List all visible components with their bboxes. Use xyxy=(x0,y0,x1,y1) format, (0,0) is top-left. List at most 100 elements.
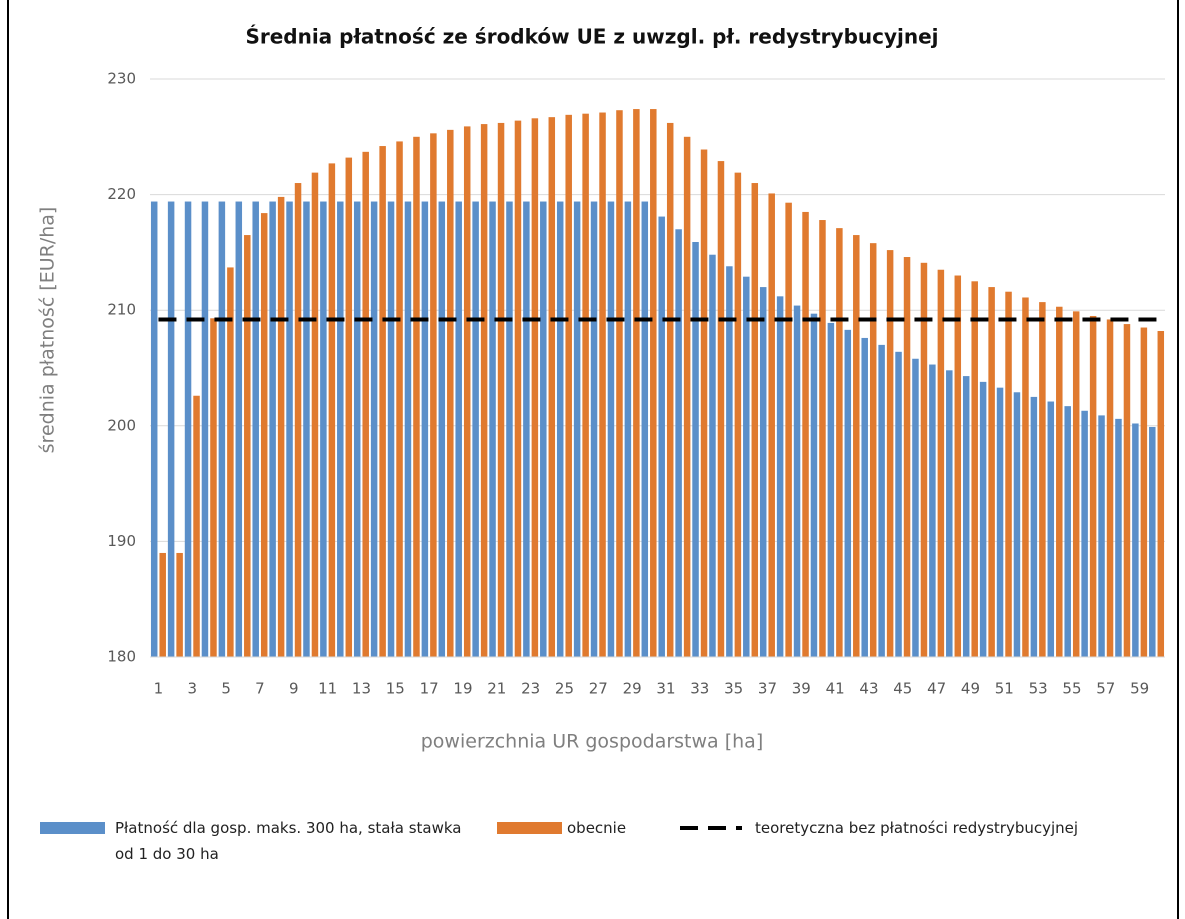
bar xyxy=(886,250,894,657)
bar xyxy=(167,201,175,657)
bar xyxy=(743,276,750,657)
bar xyxy=(472,201,479,657)
bar xyxy=(802,211,809,657)
x-tick-label: 19 xyxy=(453,680,472,698)
bar xyxy=(895,351,902,657)
bar xyxy=(582,113,589,658)
x-tick-label: 13 xyxy=(352,680,371,698)
y-tick-label: 210 xyxy=(107,301,136,319)
bar xyxy=(447,129,454,657)
bar xyxy=(430,133,437,657)
bar xyxy=(853,235,860,657)
y-tick-label: 200 xyxy=(107,416,136,434)
bar xyxy=(692,241,699,657)
bar xyxy=(726,266,733,657)
x-axis-title: powierzchnia UR gospodarstwa [ha] xyxy=(421,731,763,753)
bar xyxy=(387,201,395,657)
bar xyxy=(311,172,319,658)
bar xyxy=(1106,319,1114,657)
bar xyxy=(996,387,1004,657)
bar xyxy=(1056,306,1063,657)
bar xyxy=(269,201,276,657)
x-tick-label: 9 xyxy=(289,680,299,698)
x-tick-label: 55 xyxy=(1062,680,1081,698)
y-axis-title: średnia płatność [EUR/ha] xyxy=(37,207,59,454)
legend-swatch xyxy=(497,822,562,834)
bar xyxy=(717,161,725,658)
bar xyxy=(912,358,919,657)
bar xyxy=(599,112,606,658)
x-tick-label: 57 xyxy=(1096,680,1115,698)
bar xyxy=(929,364,936,657)
x-tick-label: 23 xyxy=(521,680,540,698)
x-tick-label: 39 xyxy=(792,680,811,698)
bar xyxy=(396,141,403,657)
bar xyxy=(218,201,226,657)
y-tick-label: 190 xyxy=(107,532,136,550)
x-tick-label: 1 xyxy=(154,680,164,698)
bar xyxy=(1047,401,1055,657)
bar xyxy=(150,201,158,657)
bar xyxy=(700,149,708,658)
bar xyxy=(455,201,462,657)
x-tick-label: 25 xyxy=(555,680,574,698)
bar xyxy=(548,117,556,657)
bar xyxy=(1081,410,1088,657)
bar xyxy=(979,381,987,657)
legend-swatch xyxy=(40,822,105,834)
x-tick-label: 59 xyxy=(1130,680,1149,698)
bar xyxy=(438,201,446,657)
bar xyxy=(497,122,505,658)
bar xyxy=(861,337,868,657)
bar xyxy=(227,267,234,657)
bar xyxy=(235,201,243,657)
bar xyxy=(463,126,471,657)
legend-label: teoretyczna bez płatności redystrybucyjn… xyxy=(755,819,1079,837)
bar xyxy=(1098,415,1105,657)
bar xyxy=(988,287,995,657)
bar xyxy=(556,201,564,657)
bar xyxy=(819,220,826,658)
bar xyxy=(345,157,353,657)
x-tick-label: 45 xyxy=(893,680,912,698)
bar xyxy=(641,201,649,657)
x-tick-label: 21 xyxy=(487,680,506,698)
bar xyxy=(565,114,572,657)
legend-label: Płatność dla gosp. maks. 300 ha, stała s… xyxy=(115,819,462,863)
bar xyxy=(920,262,928,657)
y-tick-label: 180 xyxy=(107,648,136,666)
bar xyxy=(633,109,640,657)
bar xyxy=(523,201,530,657)
bar xyxy=(337,201,344,657)
bar xyxy=(210,318,217,657)
bar xyxy=(1072,311,1080,657)
bar xyxy=(353,201,361,657)
bar xyxy=(810,313,818,657)
bar xyxy=(1123,324,1131,657)
x-tick-label: 53 xyxy=(1029,680,1048,698)
chart-title: Średnia płatność ze środków UE z uwzgl. … xyxy=(245,25,938,49)
bar xyxy=(1140,327,1148,657)
x-tick-label: 5 xyxy=(221,680,231,698)
bar xyxy=(734,172,742,658)
x-tick-label: 7 xyxy=(255,680,265,698)
bar xyxy=(514,120,522,658)
x-tick-label: 43 xyxy=(859,680,878,698)
bar xyxy=(836,228,843,657)
bar xyxy=(903,257,911,657)
bar xyxy=(480,124,488,658)
x-tick-label: 33 xyxy=(690,680,709,698)
bar xyxy=(1132,423,1139,657)
bar xyxy=(751,183,759,658)
bar xyxy=(370,201,378,657)
bar xyxy=(616,110,623,658)
x-tick-label: 41 xyxy=(826,680,845,698)
bar xyxy=(540,201,547,657)
x-tick-label: 37 xyxy=(758,680,777,698)
y-tick-label: 220 xyxy=(107,185,136,203)
bar xyxy=(294,183,302,658)
bar xyxy=(421,201,429,657)
bar xyxy=(277,196,285,658)
